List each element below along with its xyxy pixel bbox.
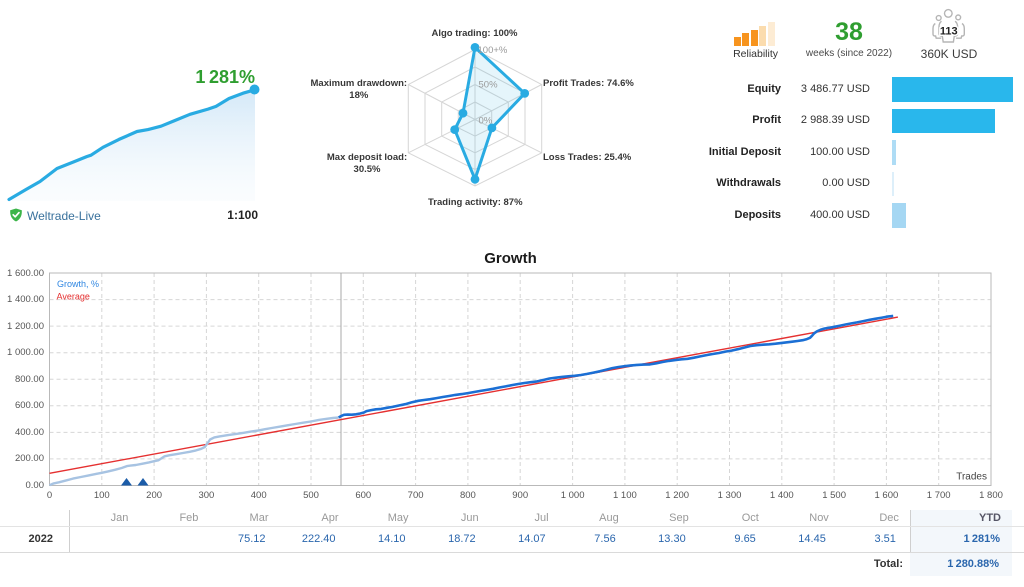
svg-text:100+%: 100+% (478, 45, 508, 56)
svg-text:50%: 50% (479, 80, 499, 91)
svg-text:Growth, %: Growth, % (57, 279, 99, 289)
svg-text:0%: 0% (479, 116, 493, 127)
svg-text:113: 113 (940, 26, 958, 38)
svg-text:Average: Average (57, 292, 90, 302)
svg-text:Trades: Trades (956, 472, 987, 483)
